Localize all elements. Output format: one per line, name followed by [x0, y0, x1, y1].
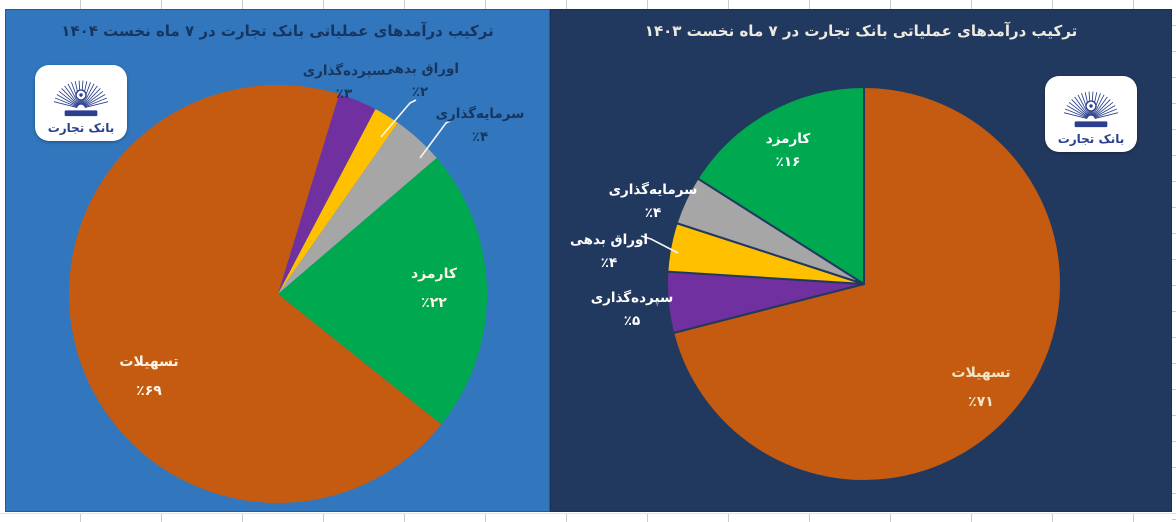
tejarat-bank-emblem-icon	[1063, 91, 1119, 128]
label-debt-securities-1403: اوراق بدهی ٪۴	[570, 229, 648, 275]
bank-logo-text: بانک تجارت	[1057, 132, 1125, 146]
slice-name: اوراق بدهی	[380, 61, 460, 77]
slice-name: سپرده‌گذاری	[302, 63, 386, 79]
slice-value: ٪۵	[623, 313, 641, 329]
slice-value: ٪۴	[644, 205, 662, 221]
label-deposit-1403: سپرده‌گذاری ٪۵	[591, 287, 674, 333]
spreadsheet-gridline-strip-bottom	[0, 513, 1176, 522]
chart-panel-1403: ترکیب درآمدهای عملیاتی بانک تجارت در ۷ م…	[550, 9, 1172, 512]
emblem-banner	[64, 110, 98, 117]
pie-slice-facilities	[672, 86, 1062, 482]
emblem-dot	[1089, 104, 1093, 108]
label-fees-1404: کارمزد ٪۲۲	[411, 260, 457, 318]
pie-chart-1404	[69, 84, 488, 503]
spreadsheet-gridline-strip-top	[0, 0, 1176, 9]
tejarat-bank-emblem-icon	[53, 80, 109, 117]
slice-name: سرمایه‌گذاری	[608, 182, 698, 198]
slice-value: ٪۶۹	[136, 383, 162, 399]
tejarat-bank-logo: بانک تجارت	[35, 65, 127, 141]
chart-title-1404: ترکیب درآمدهای عملیاتی بانک تجارت در ۷ م…	[61, 22, 494, 40]
label-debt-securities-1404: اوراق بدهی ٪۲	[381, 58, 459, 104]
tejarat-bank-logo: بانک تجارت	[1045, 76, 1137, 152]
emblem-dot	[79, 93, 83, 97]
slice-value: ٪۴	[471, 129, 489, 145]
label-facilities-1404: تسهیلات ٪۶۹	[119, 348, 178, 406]
slice-name: تسهیلات	[119, 354, 179, 370]
chart-title-1403: ترکیب درآمدهای عملیاتی بانک تجارت در ۷ م…	[644, 22, 1078, 40]
slice-name: کارمزد	[765, 131, 811, 147]
pie-slice-facilities	[69, 84, 442, 503]
label-facilities-1403: تسهیلات ٪۷۱	[951, 359, 1010, 417]
label-investment-1403: سرمایه‌گذاری ٪۴	[609, 179, 698, 225]
slice-name: سرمایه‌گذاری	[435, 106, 525, 122]
slice-value: ٪۴	[600, 255, 618, 271]
slice-name: اوراق بدهی	[569, 232, 649, 248]
slice-name: سپرده‌گذاری	[590, 290, 674, 306]
pie-slice-fees	[696, 86, 865, 285]
spreadsheet-gridline-strip-right	[1172, 0, 1176, 522]
slice-value: ٪۲	[411, 84, 429, 100]
label-investment-1404: سرمایه‌گذاری ٪۴	[436, 103, 525, 149]
pie-chart-1403	[666, 86, 1062, 482]
chart-panel-1404: ترکیب درآمدهای عملیاتی بانک تجارت در ۷ م…	[5, 9, 550, 512]
slice-value: ٪۲۲	[421, 295, 447, 311]
pie-slice-fees	[278, 157, 488, 425]
slice-value: ٪۷۱	[968, 394, 994, 410]
bank-logo-text: بانک تجارت	[47, 121, 115, 135]
pie-slice-debt-securities	[278, 109, 398, 295]
slice-value: ٪۳	[335, 86, 353, 102]
label-deposit-1404: سپرده‌گذاری ٪۳	[303, 60, 386, 106]
pie-slice-deposit	[278, 94, 376, 294]
pie-slice-investment	[278, 122, 437, 294]
label-fees-1403: کارمزد ٪۱۶	[766, 128, 810, 174]
slice-name: کارمزد	[410, 266, 458, 282]
slice-value: ٪۱۶	[775, 154, 801, 170]
emblem-banner	[1074, 121, 1108, 128]
slice-name: تسهیلات	[951, 365, 1011, 381]
